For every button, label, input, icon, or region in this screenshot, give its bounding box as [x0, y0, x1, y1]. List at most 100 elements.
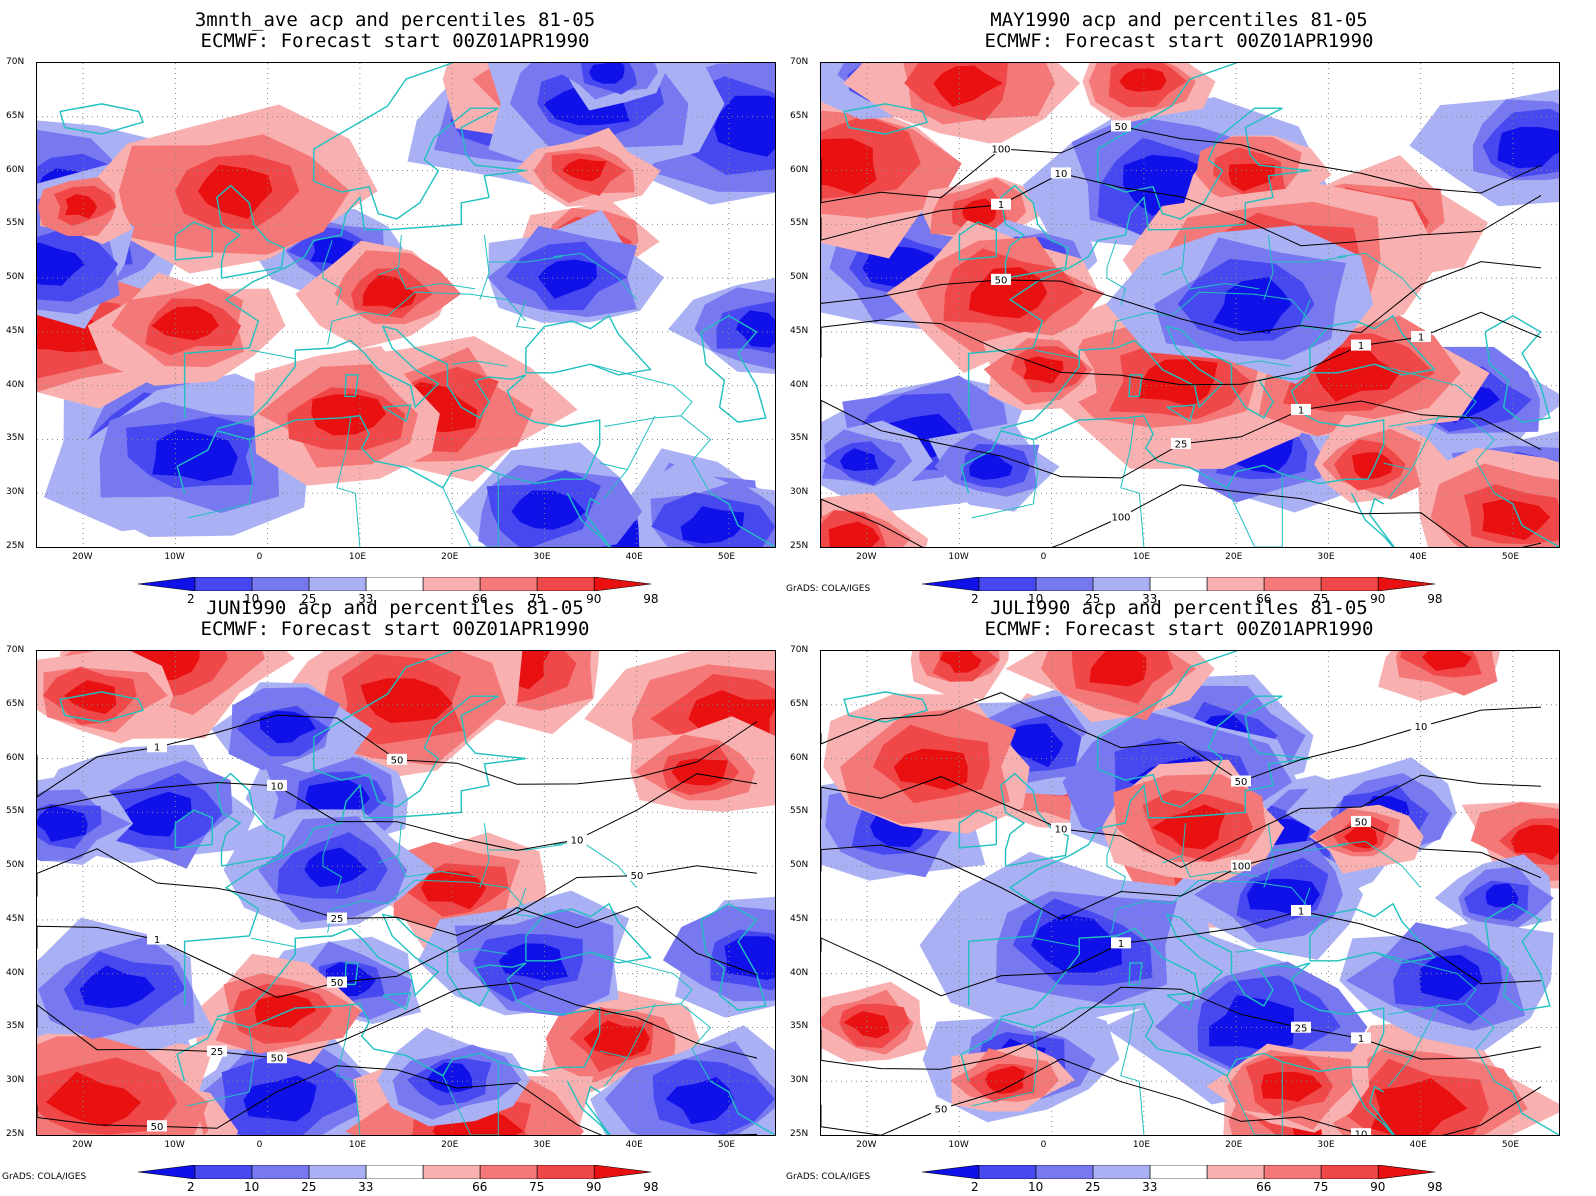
map-area: 100501101501112510050 — [820, 62, 1560, 548]
contour-label: 1 — [998, 200, 1004, 211]
country-border — [322, 240, 342, 306]
lon-tick-label: 20W — [856, 1140, 877, 1150]
percentile-contour — [821, 1058, 1542, 1135]
coastline — [1309, 314, 1436, 376]
coastline — [958, 221, 997, 261]
contour-label-bg — [1231, 775, 1251, 787]
grads-credit: GrADS: COLA/IGES — [786, 584, 871, 594]
map-panel-2: MAY1990 acp and percentiles 81-05 ECMWF: … — [784, 0, 1574, 606]
lat-tick-label: 60N — [6, 752, 25, 763]
lat-tick-label: 25N — [790, 541, 809, 551]
lat-tick-label: 35N — [790, 1021, 809, 1032]
percentile-contour — [37, 773, 758, 851]
colorbar-swatch — [479, 1164, 538, 1180]
negative-anomaly-area — [1485, 883, 1519, 908]
negative-anomaly-area — [538, 259, 597, 299]
positive-anomaly-area — [197, 164, 273, 219]
negative-anomaly-area — [1213, 276, 1292, 334]
contour-label-bg — [1351, 1032, 1371, 1044]
lat-tick-label: 25N — [6, 541, 25, 551]
lat-tick-label: 40N — [790, 967, 809, 978]
coastline — [1350, 1080, 1395, 1135]
country-border — [971, 1027, 1039, 1107]
lat-tick-label: 45N — [790, 913, 809, 924]
coastline — [525, 314, 652, 376]
positive-anomaly-area — [360, 678, 453, 723]
colorbar-label: 98 — [643, 592, 659, 606]
contour-label: 1 — [154, 743, 160, 754]
coastline — [216, 913, 601, 1068]
contour-label-bg — [991, 273, 1011, 285]
lon-tick-label: 30E — [533, 552, 551, 562]
contour-label: 50 — [271, 1054, 284, 1065]
lon-tick-label: 20E — [441, 552, 459, 562]
coastline — [1309, 902, 1436, 964]
coastline — [344, 374, 359, 398]
coastline — [174, 221, 213, 261]
colorbar-swatch — [1320, 1164, 1379, 1180]
contour-label: 10 — [1415, 722, 1428, 733]
contour-label-bg — [1291, 904, 1311, 916]
country-border — [250, 937, 296, 948]
positive-anomaly-area — [1138, 359, 1218, 408]
negative-anomaly-area — [79, 965, 156, 1009]
coastline — [183, 63, 526, 418]
lon-tick-label: 50E — [1501, 1140, 1520, 1150]
coastline — [216, 325, 601, 480]
coastline — [967, 651, 1310, 1006]
colorbar-label: 2 — [971, 1180, 979, 1194]
contour-label-bg — [567, 833, 587, 845]
lat-tick-label: 50N — [790, 860, 809, 871]
colorbar-label: 66 — [1256, 1180, 1272, 1194]
panel-title: JUL1990 acp and percentiles 81-05 — [990, 597, 1368, 619]
colorbar-label: 90 — [586, 1180, 602, 1194]
lon-tick-label: 0 — [256, 552, 263, 562]
coastline — [566, 492, 611, 547]
lon-tick-label: 10W — [948, 1140, 969, 1150]
colorbar-swatch — [1377, 576, 1436, 592]
country-border — [626, 1003, 656, 1058]
country-border — [442, 1075, 499, 1135]
contour-label: 1 — [1118, 939, 1124, 950]
lat-tick-label: 45N — [6, 913, 25, 924]
colorbar-swatch — [536, 1164, 595, 1180]
colorbar-label: 90 — [1370, 1180, 1386, 1194]
percentile-contour — [821, 910, 1542, 997]
positive-anomaly-area — [940, 651, 982, 673]
contour-label-bg — [387, 753, 407, 765]
coastline — [382, 404, 412, 423]
lon-tick-label: 10W — [948, 552, 969, 562]
lon-tick-label: 40E — [625, 552, 643, 562]
contour-label-bg — [327, 912, 347, 924]
contour-label: 10 — [271, 781, 284, 792]
positive-anomaly-area — [561, 158, 607, 182]
percentile-contour — [821, 125, 1542, 204]
contour-label-bg — [147, 1120, 167, 1132]
country-border — [187, 439, 255, 519]
positive-anomaly-area — [64, 194, 98, 219]
colorbar-label: 33 — [358, 1180, 374, 1194]
colorbar-label: 2 — [971, 592, 979, 606]
positive-anomaly-area — [1261, 1071, 1323, 1102]
contour-label-bg — [1111, 937, 1131, 949]
country-border — [336, 1005, 361, 1135]
country-border — [1383, 1050, 1413, 1087]
colorbar-label: 33 — [1142, 592, 1158, 606]
positive-anomaly-area — [933, 65, 1003, 107]
colorbar-label: 25 — [301, 1180, 317, 1194]
positive-anomaly-area — [1422, 651, 1472, 671]
contour-label: 25 — [1295, 1023, 1308, 1034]
coastline — [1000, 184, 1069, 279]
panel-title: 3mnth_ave acp and percentiles 81-05 — [194, 9, 596, 31]
colorbar-swatch — [365, 1164, 424, 1180]
negative-anomaly-area — [969, 454, 1013, 480]
contour-label-bg — [931, 1102, 951, 1114]
contour-label-bg — [1231, 860, 1251, 872]
lat-tick-label: 50N — [6, 272, 25, 283]
lat-tick-label: 50N — [6, 860, 25, 871]
lat-tick-label: 35N — [790, 433, 809, 444]
contour-label-bg — [267, 779, 287, 791]
negative-anomaly-area — [1030, 914, 1122, 973]
lat-tick-label: 60N — [790, 752, 809, 763]
colorbar-swatch — [137, 1164, 196, 1180]
